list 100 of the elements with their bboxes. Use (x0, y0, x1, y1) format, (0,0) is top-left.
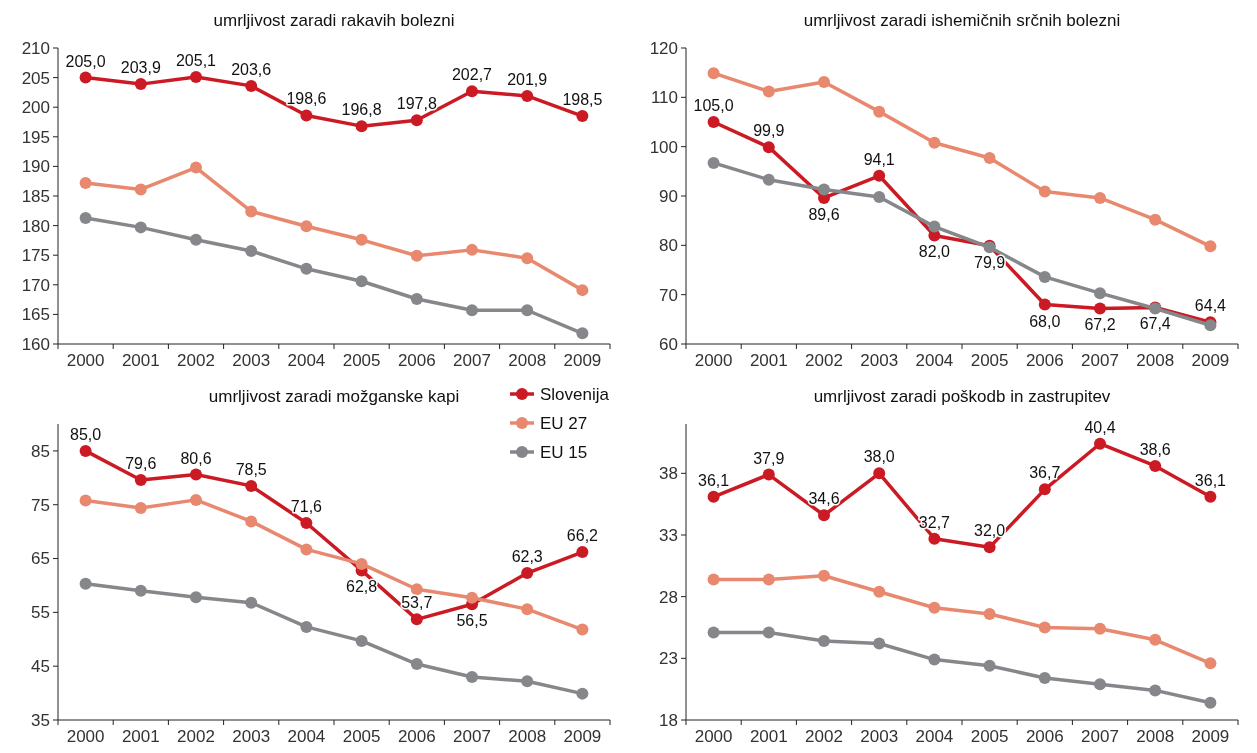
point (1094, 437, 1106, 450)
data-label: 89,6 (808, 205, 840, 223)
y-tick-label: 38 (659, 464, 678, 484)
point (1149, 459, 1162, 472)
y-tick-label: 175 (21, 246, 50, 266)
data-label: 94,1 (863, 150, 895, 168)
data-label: 202,7 (451, 66, 493, 84)
point (576, 327, 589, 340)
data-label: 205,1 (175, 52, 217, 70)
x-tick-label: 2004 (915, 351, 954, 370)
point (707, 573, 720, 586)
x-tick-label: 2001 (121, 727, 160, 746)
point (818, 183, 830, 196)
point (576, 110, 589, 123)
point (576, 687, 589, 700)
data-label: 36,7 (1029, 464, 1061, 482)
data-label: 56,5 (456, 612, 488, 630)
x-tick-label: 2009 (563, 351, 602, 370)
point (983, 152, 996, 165)
point (466, 304, 478, 317)
point (355, 634, 368, 647)
x-tick-label: 2008 (508, 351, 547, 370)
x-tick-label: 2003 (232, 727, 271, 746)
y-tick-label: 120 (649, 38, 678, 58)
y-tick-label: 80 (659, 236, 678, 256)
point (873, 105, 886, 118)
y-tick-label: 23 (659, 649, 678, 669)
y-tick-label: 100 (649, 137, 678, 157)
point (873, 190, 886, 203)
x-tick-label: 2007 (1081, 351, 1119, 370)
x-tick-label: 2009 (1191, 727, 1230, 746)
point (355, 557, 368, 570)
y-tick-label: 210 (21, 38, 50, 58)
point (576, 546, 589, 559)
point (521, 89, 534, 102)
legend-label: EU 27 (540, 413, 588, 433)
data-label: 197,8 (396, 95, 437, 113)
data-label: 68,0 (1029, 312, 1061, 330)
point (1094, 287, 1106, 300)
data-label: 203,6 (231, 60, 272, 78)
point (1038, 483, 1051, 496)
x-tick-label: 2006 (397, 351, 436, 370)
data-label: 105,0 (693, 97, 734, 114)
chart-title: umrljivost zaradi poškodb in zastrupitev (813, 387, 1111, 406)
point (1094, 678, 1106, 691)
y-tick-label: 85 (31, 441, 50, 461)
point (134, 221, 147, 234)
point (928, 220, 941, 233)
point (1149, 684, 1162, 697)
point (355, 120, 368, 133)
point (190, 591, 202, 604)
data-label: 99,9 (753, 122, 785, 140)
point (818, 569, 830, 582)
point (410, 293, 423, 306)
y-tick-label: 180 (21, 216, 50, 236)
point (983, 541, 996, 554)
data-label: 71,6 (290, 498, 323, 516)
point (190, 493, 202, 506)
x-tick-label: 2002 (177, 351, 215, 370)
point (134, 473, 147, 486)
x-tick-label: 2003 (860, 351, 899, 370)
y-tick-label: 60 (659, 334, 678, 354)
point (818, 635, 830, 648)
data-label: 85,0 (70, 425, 102, 443)
y-tick-label: 185 (21, 186, 50, 206)
data-label: 66,2 (566, 527, 599, 545)
point (190, 233, 202, 246)
point (355, 233, 368, 246)
point (521, 304, 534, 317)
point (521, 252, 534, 265)
point (928, 601, 941, 614)
data-label: 79,6 (125, 454, 157, 472)
point (928, 136, 941, 149)
point (134, 584, 147, 597)
data-label: 80,6 (180, 449, 212, 467)
point (300, 620, 313, 633)
x-tick-label: 2001 (749, 727, 788, 746)
point (1204, 240, 1217, 253)
x-tick-label: 2002 (805, 351, 843, 370)
data-label: 198,5 (562, 91, 603, 109)
chart-title: umrljivost zaradi ishemičnih srčnih bolezni (803, 11, 1121, 30)
y-tick-label: 90 (659, 186, 678, 206)
point (190, 468, 202, 481)
y-tick-label: 28 (659, 587, 678, 607)
point (300, 262, 313, 275)
y-tick-label: 165 (21, 305, 50, 325)
point (1149, 213, 1162, 226)
x-tick-label: 2007 (453, 351, 491, 370)
x-tick-label: 2009 (563, 727, 602, 746)
data-label: 79,9 (974, 253, 1006, 271)
point (466, 85, 478, 98)
point (707, 490, 720, 503)
chart-title: umrljivost zaradi rakavih bolezni (213, 11, 455, 30)
y-tick-label: 190 (21, 157, 50, 177)
point (873, 585, 886, 598)
x-tick-label: 2000 (66, 351, 105, 370)
point (1094, 302, 1106, 315)
x-tick-label: 2009 (1191, 351, 1230, 370)
data-label: 38,0 (863, 448, 895, 466)
point (355, 275, 368, 288)
